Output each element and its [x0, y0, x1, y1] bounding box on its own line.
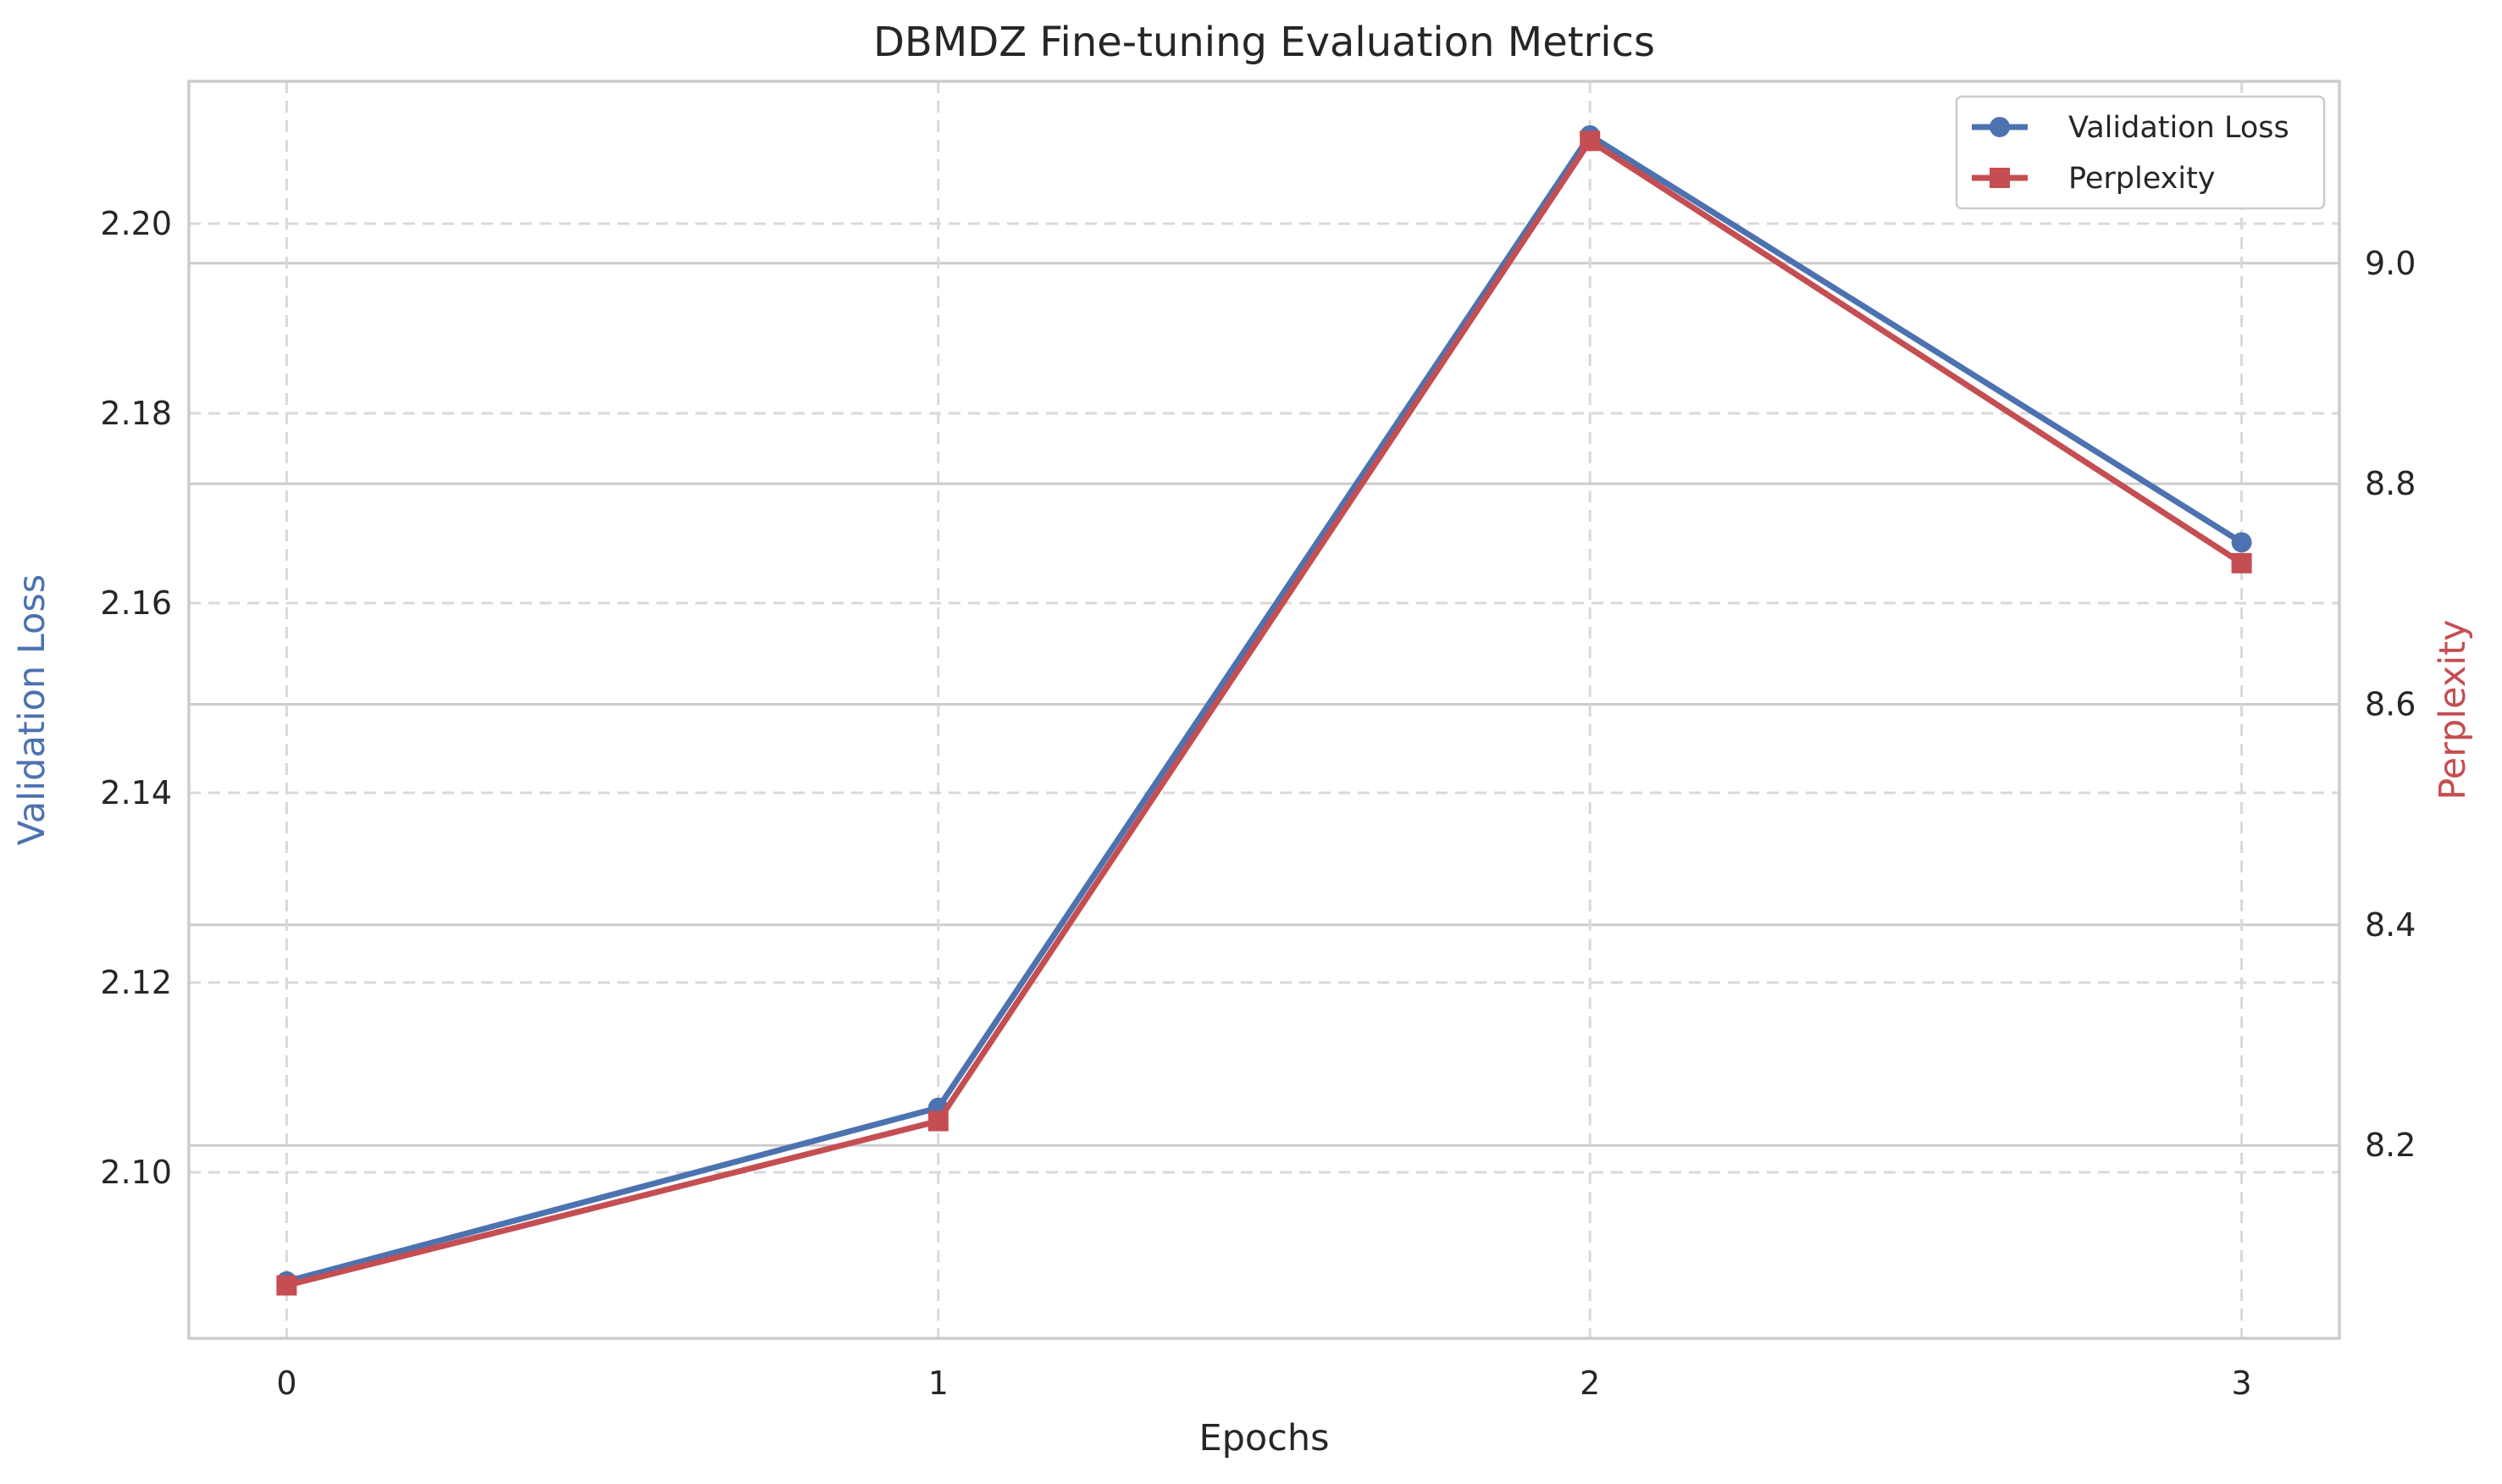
- y-right-tick-label: 8.4: [2365, 906, 2416, 944]
- y-left-tick-label: 2.14: [100, 774, 172, 811]
- y-left-tick-label: 2.16: [100, 584, 172, 622]
- grid-layer: [189, 81, 2339, 1338]
- y-right-axis-label: Perplexity: [2432, 619, 2474, 800]
- x-tick-label: 1: [928, 1365, 949, 1402]
- data-point-perplexity: [2231, 552, 2252, 573]
- plot-frame: [187, 80, 2341, 1340]
- legend-label: Validation Loss: [2068, 111, 2289, 145]
- legend-items: Validation Loss Perplexity: [1972, 111, 2289, 196]
- series-line-validation-loss: [283, 132, 2245, 1285]
- x-axis-label: Epochs: [1198, 1417, 1329, 1459]
- x-tick-label: 0: [276, 1365, 296, 1402]
- series-layer: [276, 125, 2252, 1296]
- chart-title: DBMDZ Fine-tuning Evaluation Metrics: [873, 19, 1655, 66]
- y-left-tick-label: 2.12: [100, 964, 172, 1001]
- legend-box: [1955, 95, 2326, 210]
- tick-layer: 8.2 8.4 8.6 8.8 9.0 2.10 2.12 2.14 2.16 2.18 2.20 0…: [100, 205, 2416, 1402]
- y-left-axis-label: Validation Loss: [11, 574, 53, 845]
- legend-label: Perplexity: [2068, 162, 2216, 196]
- y-left-tick-label: 2.18: [100, 395, 172, 432]
- y-left-tick-label: 2.10: [100, 1154, 172, 1191]
- y-right-tick-label: 8.8: [2365, 465, 2416, 502]
- data-point-perplexity: [276, 1275, 297, 1296]
- y-right-tick-label: 9.0: [2365, 245, 2416, 282]
- x-tick-label: 2: [1580, 1365, 1600, 1402]
- legend: Validation Loss Perplexity: [1955, 95, 2326, 210]
- y-left-tick-label: 2.20: [100, 205, 172, 242]
- legend-marker-circle: [1990, 117, 2010, 137]
- data-point-perplexity: [927, 1110, 949, 1132]
- data-point-validation-loss: [2231, 532, 2252, 553]
- data-point-perplexity: [1580, 130, 1601, 152]
- y-right-tick-label: 8.6: [2365, 685, 2416, 723]
- series-line-perplexity: [283, 137, 2245, 1289]
- y-right-tick-label: 8.2: [2365, 1127, 2416, 1164]
- x-tick-label: 3: [2231, 1365, 2251, 1402]
- legend-marker-square: [1990, 168, 2010, 188]
